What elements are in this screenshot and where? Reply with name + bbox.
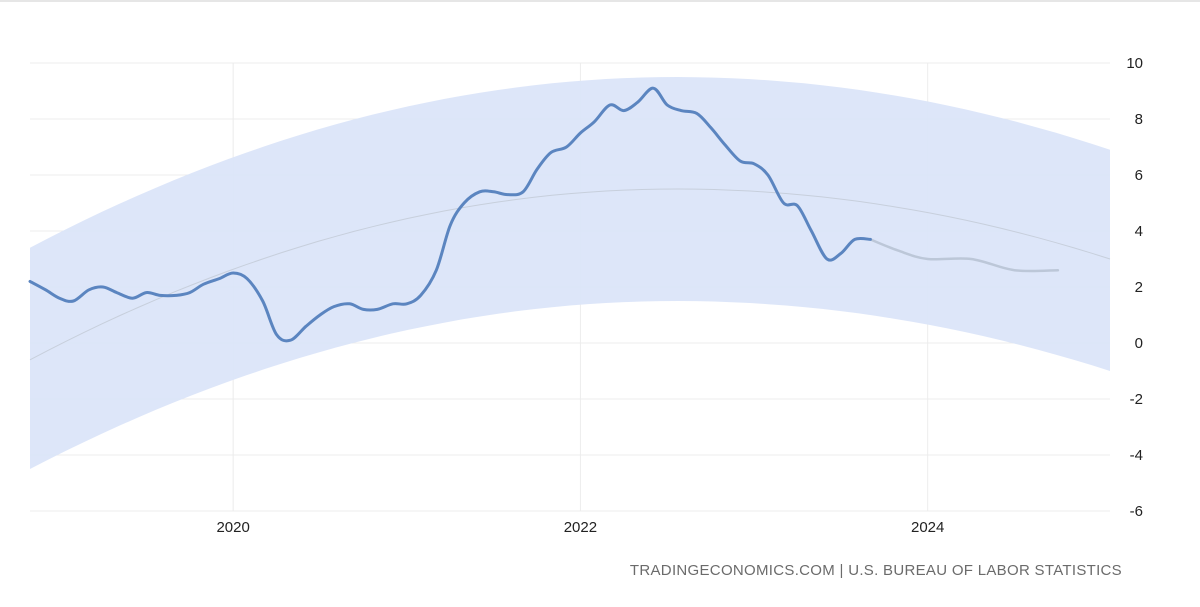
y-tick-label: 10	[1126, 55, 1143, 72]
tick-labels: 10 8 6 4 2 0 -2 -4 -6 2020 2022 2024	[216, 55, 1143, 536]
y-tick-label: -2	[1130, 391, 1143, 408]
actual-series-line	[28, 86, 872, 343]
y-tick-label: 6	[1135, 167, 1143, 184]
x-tick-label: 2020	[216, 519, 249, 536]
y-tick-label: -6	[1130, 503, 1143, 520]
forecast-confidence-band	[30, 77, 1110, 469]
forecast-series-line	[869, 238, 1060, 273]
top-divider	[0, 0, 1200, 2]
y-tick-label: 2	[1135, 279, 1143, 296]
x-tick-label: 2024	[911, 519, 944, 536]
y-tick-label: 4	[1135, 223, 1143, 240]
y-tick-label: 0	[1135, 335, 1143, 352]
y-tick-label: -4	[1130, 447, 1143, 464]
x-tick-label: 2022	[564, 519, 597, 536]
y-tick-label: 8	[1135, 111, 1143, 128]
source-credit: TRADINGECONOMICS.COM | U.S. BUREAU OF LA…	[629, 562, 1122, 579]
trend-curve	[29, 188, 1111, 361]
